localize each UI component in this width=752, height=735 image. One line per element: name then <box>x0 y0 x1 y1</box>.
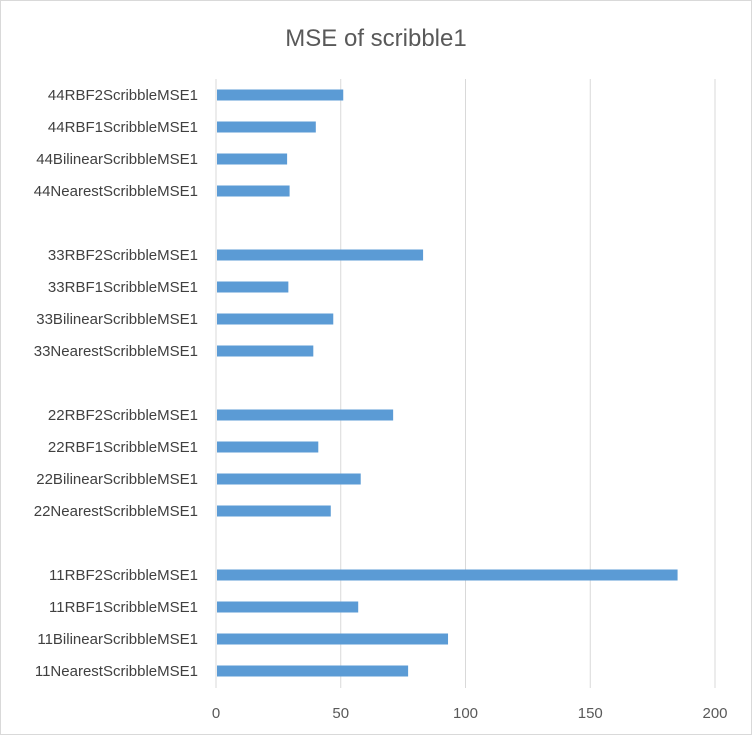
bar <box>217 569 678 581</box>
category-label: 33RBF2ScribbleMSE1 <box>48 247 198 264</box>
category-label: 22BilinearScribbleMSE1 <box>36 471 198 488</box>
category-label: 44RBF2ScribbleMSE1 <box>48 87 198 104</box>
bar <box>217 409 394 421</box>
category-labels: 44RBF2ScribbleMSE1 44RBF1ScribbleMSE1 44Bi… <box>34 87 198 680</box>
bar <box>217 313 334 325</box>
category-label: 33NearestScribbleMSE1 <box>34 343 198 360</box>
bar <box>217 505 331 517</box>
bars <box>217 89 678 677</box>
bar <box>217 601 359 613</box>
bar <box>217 121 316 133</box>
bar <box>217 153 288 165</box>
x-tick-label: 50 <box>332 705 349 722</box>
category-label: 11BilinearScribbleMSE1 <box>37 631 198 648</box>
chart-title: MSE of scribble1 <box>285 25 466 52</box>
x-axis-ticks: 0 50 100 150 200 <box>212 705 728 722</box>
category-label: 22RBF1ScribbleMSE1 <box>48 439 198 456</box>
bar <box>217 249 424 261</box>
category-label: 11RBF2ScribbleMSE1 <box>49 567 198 584</box>
category-label: 44BilinearScribbleMSE1 <box>36 151 198 168</box>
x-tick-label: 0 <box>212 705 220 722</box>
bar <box>217 633 449 645</box>
x-tick-label: 100 <box>453 705 478 722</box>
category-label: 33BilinearScribbleMSE1 <box>36 311 198 328</box>
category-label: 11RBF1ScribbleMSE1 <box>49 599 198 616</box>
category-label: 22NearestScribbleMSE1 <box>34 503 198 520</box>
category-label: 22RBF2ScribbleMSE1 <box>48 407 198 424</box>
category-label: 44NearestScribbleMSE1 <box>34 183 198 200</box>
bar <box>217 441 319 453</box>
bar <box>217 473 361 485</box>
bar <box>217 665 409 677</box>
x-tick-label: 150 <box>578 705 603 722</box>
bar <box>217 89 344 101</box>
category-label: 11NearestScribbleMSE1 <box>35 663 198 680</box>
bar <box>217 281 289 293</box>
bar <box>217 345 314 357</box>
bar <box>217 185 290 197</box>
x-tick-label: 200 <box>702 705 727 722</box>
category-label: 44RBF1ScribbleMSE1 <box>48 119 198 136</box>
grid-lines <box>215 79 716 688</box>
category-label: 33RBF1ScribbleMSE1 <box>48 279 198 296</box>
